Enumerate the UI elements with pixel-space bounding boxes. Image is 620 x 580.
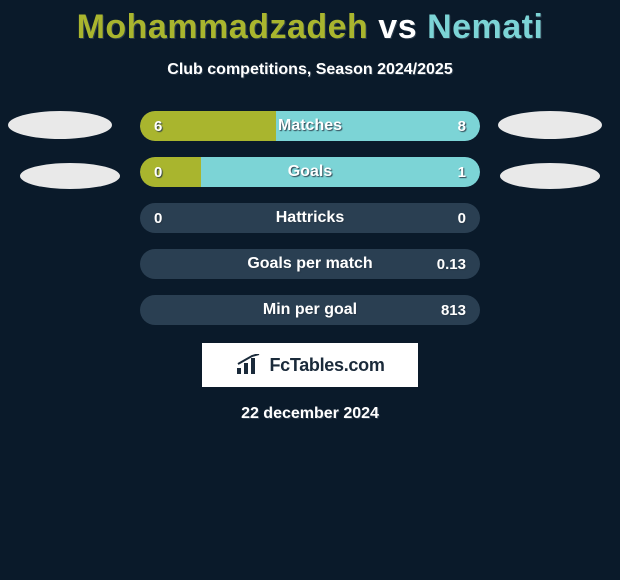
vs-separator: vs [378,8,417,46]
snapshot-date: 22 december 2024 [0,405,620,423]
comparison-title: Mohammadzadeh vs Nemati [0,0,620,47]
deco-ellipse-left-2 [20,163,120,189]
stat-label: Hattricks [140,203,480,233]
comparison-chart: 6 8 Matches 0 1 Goals 0 0 Hattricks 0.13… [0,111,620,325]
value-right: 1 [458,157,466,187]
value-left: 0 [154,203,162,233]
deco-ellipse-right-1 [498,111,602,139]
fctables-logo: FcTables.com [202,343,418,387]
deco-ellipse-right-2 [500,163,600,189]
stat-row-matches: 6 8 Matches [140,111,480,141]
value-right: 813 [441,295,466,325]
value-right: 0.13 [437,249,466,279]
stat-label: Goals per match [140,249,480,279]
player2-name: Nemati [427,8,543,46]
stat-row-hattricks: 0 0 Hattricks [140,203,480,233]
subtitle: Club competitions, Season 2024/2025 [0,61,620,79]
value-left: 6 [154,111,162,141]
value-left: 0 [154,157,162,187]
value-right: 8 [458,111,466,141]
bar-right [276,111,480,141]
deco-ellipse-left-1 [8,111,112,139]
stat-row-goals: 0 1 Goals [140,157,480,187]
logo-text: FcTables.com [269,355,384,376]
bar-left [140,157,201,187]
bar-right [201,157,480,187]
stat-label: Min per goal [140,295,480,325]
stat-row-goals-per-match: 0.13 Goals per match [140,249,480,279]
player1-name: Mohammadzadeh [77,8,369,46]
stat-row-min-per-goal: 813 Min per goal [140,295,480,325]
value-right: 0 [458,203,466,233]
bar-chart-icon [235,354,263,376]
